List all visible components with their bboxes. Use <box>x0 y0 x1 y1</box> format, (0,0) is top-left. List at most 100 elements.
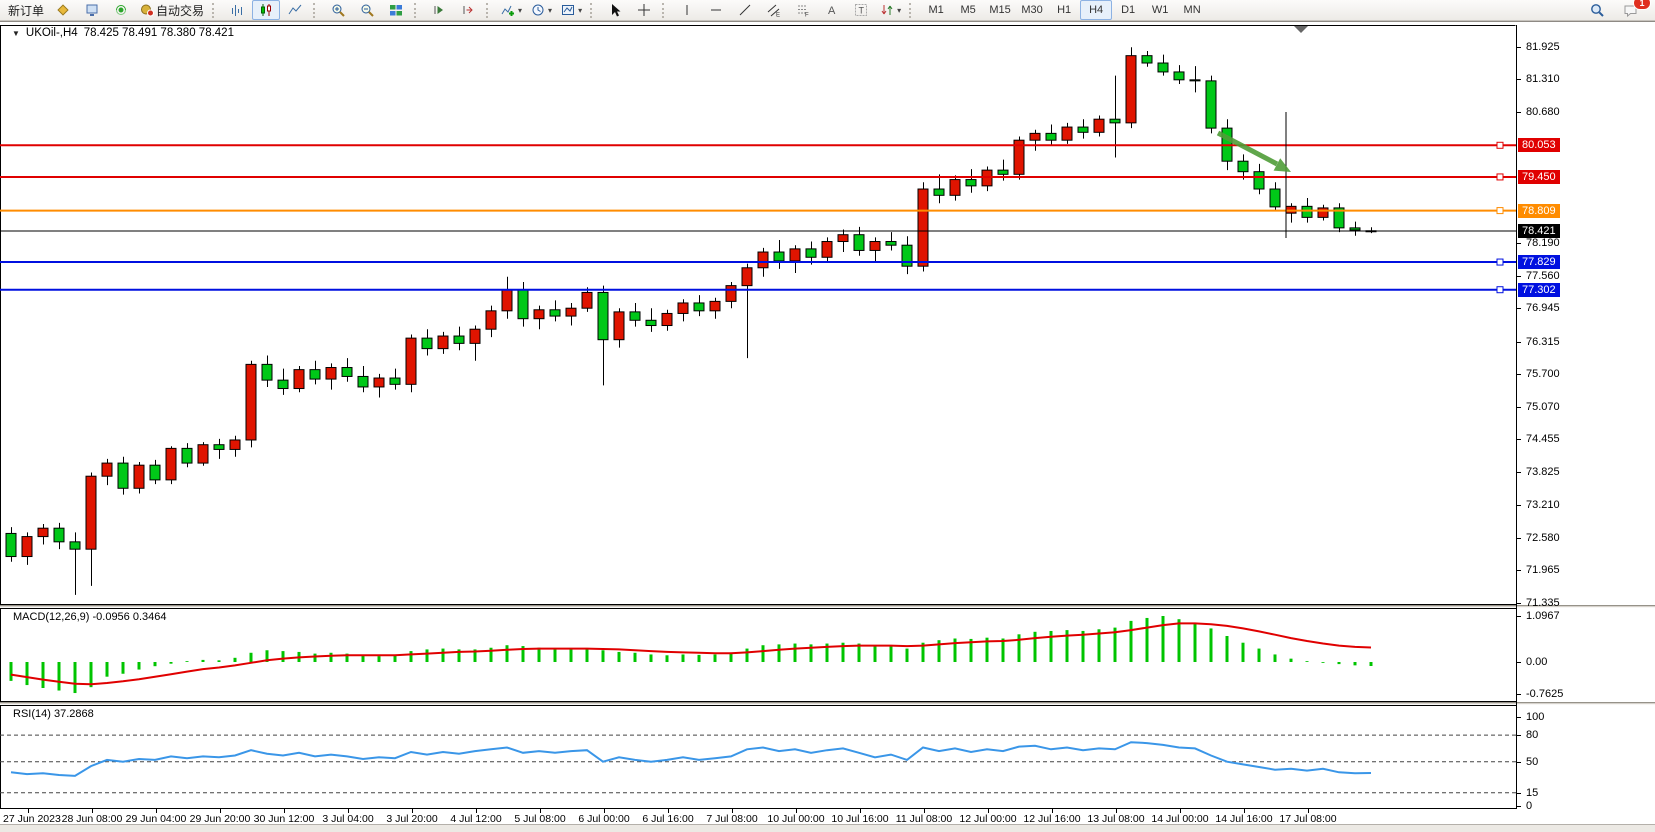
autotrading-label: 自动交易 <box>156 3 205 18</box>
level-line-handle[interactable] <box>1496 286 1504 294</box>
timeframe-m15-button[interactable]: M15 <box>989 4 1011 16</box>
level-line-handle[interactable] <box>1496 141 1504 149</box>
symbol-dropdown-icon[interactable]: ▼ <box>12 28 20 38</box>
price-axis-label: 81.310 <box>1526 73 1560 86</box>
chart-frame <box>0 25 1516 607</box>
macd-panel[interactable] <box>0 608 1516 702</box>
terminal-icon <box>85 3 99 17</box>
price-axis-tick <box>1516 603 1521 604</box>
toolbar-grip[interactable] <box>212 2 218 18</box>
level-line-handle[interactable] <box>1496 258 1504 266</box>
candle-down <box>69 541 81 550</box>
candle-down <box>453 335 465 344</box>
chevron-down-icon: ▾ <box>578 5 583 15</box>
time-axis-tick <box>92 809 93 813</box>
terminal-button[interactable] <box>78 0 106 20</box>
bar-chart-button[interactable] <box>223 0 251 20</box>
toolbar-grip[interactable] <box>313 2 319 18</box>
price-axis-tick <box>1516 308 1521 310</box>
crosshair-tool-button[interactable] <box>630 0 658 20</box>
time-axis-label: 12 Jul 16:00 <box>1023 813 1081 825</box>
text-tool-button[interactable]: A <box>818 0 846 20</box>
timeframe-m30-button[interactable]: M30 <box>1021 4 1043 16</box>
candle-up <box>981 169 993 187</box>
chart-shift-marker[interactable] <box>1294 26 1308 33</box>
toolbar-grip[interactable] <box>414 2 420 18</box>
auto-scroll-button[interactable] <box>425 0 453 20</box>
candle-up <box>1013 139 1025 175</box>
macd-histogram <box>9 615 1373 694</box>
time-axis-tick <box>604 809 605 813</box>
time-axis-label: 30 Jun 12:00 <box>253 813 315 825</box>
price-axis-tick <box>1516 112 1521 114</box>
autotrading-button[interactable]: 自动交易 <box>136 0 208 20</box>
toolbar-grip[interactable] <box>909 2 915 18</box>
time-axis-label: 29 Jun 04:00 <box>125 813 187 825</box>
rsi-panel[interactable] <box>0 705 1516 809</box>
rsi-axis-tick <box>1516 735 1521 737</box>
candle-up <box>245 363 257 441</box>
price-axis-label: 75.700 <box>1526 367 1560 380</box>
metaeditor-button[interactable] <box>49 0 77 20</box>
time-axis-tick <box>668 809 669 813</box>
rsi-axis-tick <box>1516 717 1521 719</box>
candle-down <box>1045 132 1057 141</box>
candle-up <box>437 335 449 350</box>
timeframe-m5-button[interactable]: M5 <box>960 4 976 16</box>
window-bottom-strip <box>0 824 1655 832</box>
price-axis-border <box>1516 25 1517 809</box>
timeframe-w1-button[interactable]: W1 <box>1151 4 1169 16</box>
timeframe-m1-button[interactable]: M1 <box>928 4 944 16</box>
time-axis-tick <box>732 809 733 813</box>
search-button[interactable] <box>1583 0 1611 20</box>
new-order-button[interactable]: 新订单 <box>4 0 48 20</box>
trend-arrow-head <box>1273 158 1291 172</box>
toolbar-grip[interactable] <box>662 2 668 18</box>
signals-button[interactable] <box>107 0 135 20</box>
channel-tool-button[interactable]: E <box>760 0 788 20</box>
line-chart-button[interactable] <box>281 0 309 20</box>
panel-separator[interactable] <box>0 702 1655 705</box>
time-axis-tick <box>1308 809 1309 813</box>
zoom-in-button[interactable] <box>324 0 352 20</box>
panel-separator[interactable] <box>0 605 1655 608</box>
candle-up <box>85 475 97 550</box>
rsi-axis-label: 80 <box>1526 729 1539 742</box>
candle-up <box>917 188 929 267</box>
zoom-out-button[interactable] <box>353 0 381 20</box>
horizontal-line-tool-button[interactable] <box>702 0 730 20</box>
candle-up <box>229 439 241 450</box>
price-axis-tick <box>1516 537 1521 539</box>
chart-shift-button[interactable] <box>454 0 482 20</box>
candle-up <box>565 307 577 317</box>
candle-down <box>421 337 433 350</box>
arrows-tool-button[interactable]: ▾ <box>876 0 905 20</box>
level-line-handle[interactable] <box>1496 173 1504 181</box>
chart-window <box>0 21 1655 824</box>
tile-windows-button[interactable] <box>382 0 410 20</box>
price-axis-label: 77.560 <box>1526 270 1560 283</box>
fibonacci-tool-button[interactable]: F <box>789 0 817 20</box>
timeframe-mn-button[interactable]: MN <box>1183 4 1201 16</box>
timeframe-h4-button[interactable]: H4 <box>1080 0 1113 20</box>
trend-arrow-annotation[interactable] <box>1216 130 1279 167</box>
level-line-handle[interactable] <box>1496 207 1504 215</box>
periods-button[interactable]: ▾ <box>527 0 556 20</box>
toolbar-grip[interactable] <box>590 2 596 18</box>
time-axis-tick <box>796 809 797 813</box>
price-axis-label: 75.070 <box>1526 400 1560 413</box>
trendline-tool-button[interactable] <box>731 0 759 20</box>
vertical-line-tool-button[interactable] <box>673 0 701 20</box>
indicators-button[interactable]: ▾ <box>497 0 526 20</box>
templates-button[interactable]: ▾ <box>557 0 586 20</box>
toolbar-grip[interactable] <box>486 2 492 18</box>
timeframe-d1-button[interactable]: D1 <box>1121 4 1136 16</box>
text-label-tool-button[interactable]: T <box>847 0 875 20</box>
timeframe-h1-button[interactable]: H1 <box>1057 4 1072 16</box>
candle-down <box>341 367 353 377</box>
main-price-chart[interactable] <box>0 22 1516 607</box>
notifications-button[interactable]: 1 <box>1617 0 1651 20</box>
candlestick-chart-button[interactable] <box>252 0 281 20</box>
time-axis-label: 3 Jul 04:00 <box>322 813 374 825</box>
cursor-tool-button[interactable] <box>601 0 629 20</box>
